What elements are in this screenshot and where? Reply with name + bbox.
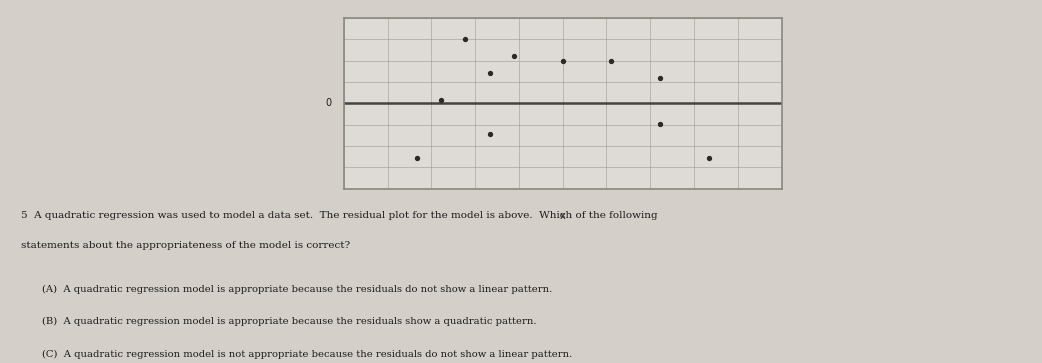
Point: [481, 70, 498, 76]
Point: [481, 131, 498, 137]
Text: statements about the appropriateness of the model is correct?: statements about the appropriateness of …: [21, 241, 350, 250]
Text: 5  A quadratic regression was used to model a data set.  The residual plot for t: 5 A quadratic regression was used to mod…: [21, 211, 658, 220]
Point: [408, 155, 425, 161]
Point: [651, 121, 668, 127]
Point: [505, 53, 522, 58]
Point: [700, 155, 717, 161]
Text: x: x: [560, 211, 566, 221]
Text: (C)  A quadratic regression model is not appropriate because the residuals do no: (C) A quadratic regression model is not …: [42, 349, 572, 359]
Text: (A)  A quadratic regression model is appropriate because the residuals do not sh: (A) A quadratic regression model is appr…: [42, 285, 552, 294]
Text: (B)  A quadratic regression model is appropriate because the residuals show a qu: (B) A quadratic regression model is appr…: [42, 317, 537, 326]
Point: [603, 58, 620, 64]
Point: [554, 58, 571, 64]
Point: [651, 75, 668, 81]
Text: 0: 0: [325, 98, 331, 109]
Point: [457, 36, 474, 41]
Point: [432, 97, 449, 103]
